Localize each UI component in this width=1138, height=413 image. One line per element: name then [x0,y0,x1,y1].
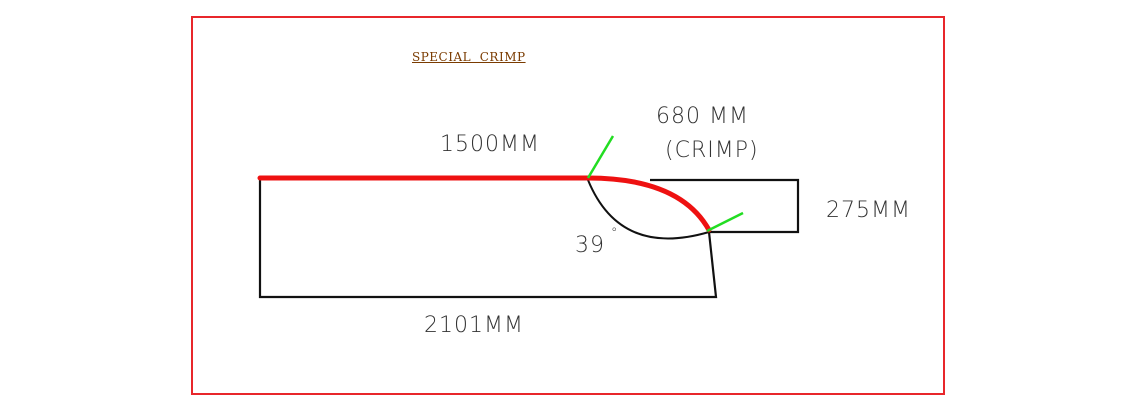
body-outline [258,178,718,299]
angle-label: 39 [575,233,605,258]
angle-arc [587,179,710,240]
crimp-note-label: (CRIMP) [665,138,759,163]
height-label: 275MM [826,198,911,223]
drawing-border [191,16,945,395]
drawing-title: SPECIAL CRIMP [412,50,526,64]
crimp-tab-outline [650,178,800,234]
bend-marker-top [586,135,615,179]
crimp-length-label: 680 MM [656,104,749,129]
angle-degree-symbol: ° [611,226,619,241]
bottom-length-label: 2101MM [424,313,524,338]
top-length-label: 1500MM [440,132,540,157]
bend-marker-right [706,211,744,233]
top-edge-highlight [257,175,712,233]
